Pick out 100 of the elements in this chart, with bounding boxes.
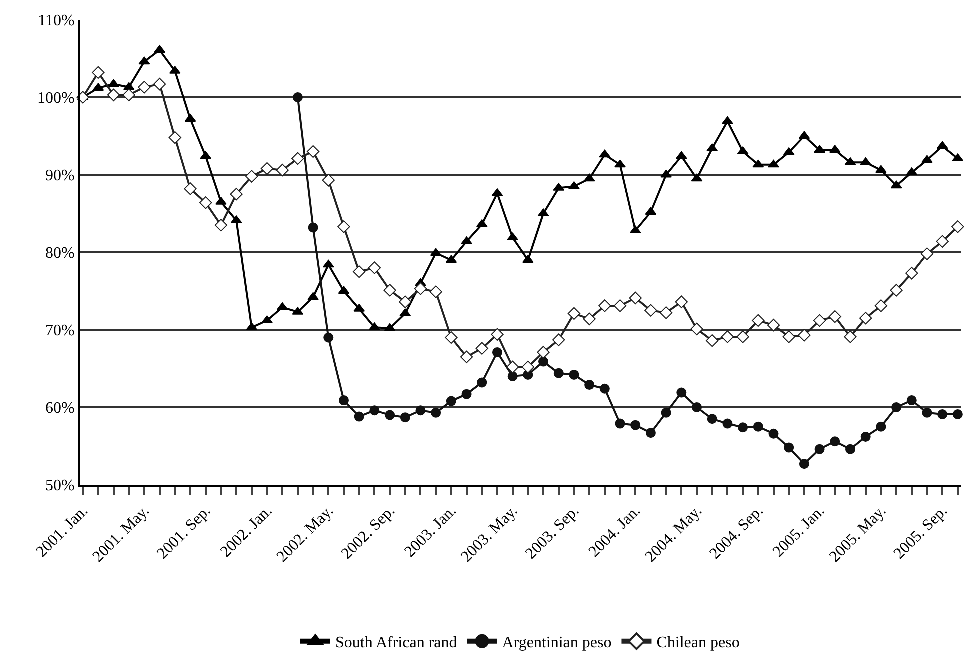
point (554, 368, 564, 378)
point (552, 334, 566, 346)
point (599, 150, 611, 158)
point (692, 402, 702, 412)
point (508, 372, 518, 382)
point (644, 304, 658, 317)
point (876, 422, 886, 432)
y-tick-label: 100% (37, 90, 75, 108)
point (600, 384, 610, 394)
point (892, 402, 902, 412)
x-tick-label: 2001. Jan. (33, 502, 92, 561)
point (706, 334, 719, 348)
point (938, 409, 948, 420)
point (675, 296, 688, 308)
point (691, 174, 703, 182)
point (338, 396, 349, 406)
point (875, 165, 887, 174)
point (214, 219, 228, 232)
point (890, 180, 902, 189)
point (598, 300, 612, 312)
point (584, 174, 596, 182)
point (860, 432, 871, 442)
point (76, 91, 90, 104)
point (184, 182, 197, 196)
point (844, 330, 857, 344)
point (721, 330, 734, 344)
point (385, 410, 396, 420)
point (476, 342, 488, 355)
point (445, 331, 458, 344)
point (738, 422, 748, 433)
point (414, 282, 428, 296)
y-tick-label: 90% (45, 168, 75, 185)
point (153, 78, 166, 91)
point (583, 312, 596, 326)
point (108, 79, 120, 88)
point (784, 442, 794, 453)
point (399, 296, 412, 308)
point (246, 170, 258, 183)
point (122, 88, 136, 102)
point (614, 160, 626, 168)
point (462, 389, 472, 400)
y-tick-label: 60% (45, 400, 75, 418)
point (507, 232, 519, 241)
point (430, 286, 442, 298)
point (646, 428, 656, 438)
point (660, 306, 673, 320)
point (906, 396, 917, 406)
point (138, 56, 150, 65)
point (782, 330, 796, 344)
point (661, 408, 672, 418)
point (630, 226, 642, 234)
point (200, 196, 212, 210)
point (920, 248, 934, 260)
point (370, 406, 380, 416)
point (292, 152, 304, 166)
point (522, 360, 535, 374)
point (707, 414, 718, 424)
point (936, 235, 949, 248)
point (798, 329, 811, 342)
point (477, 378, 488, 388)
point (768, 428, 779, 439)
y-tick-label: 70% (45, 322, 75, 340)
point (615, 418, 626, 429)
point (813, 314, 826, 328)
point (845, 444, 856, 454)
point (814, 444, 825, 454)
legend-label: South African rand (336, 634, 458, 652)
point (92, 66, 105, 80)
point (538, 356, 549, 367)
point (384, 284, 396, 297)
point (354, 412, 364, 422)
point (322, 260, 334, 268)
point (352, 266, 366, 278)
point (799, 459, 810, 470)
point (830, 436, 840, 447)
point (324, 332, 334, 343)
point (936, 141, 948, 150)
point (568, 307, 581, 320)
point (569, 370, 580, 380)
point (630, 420, 641, 430)
point (922, 155, 933, 164)
point (690, 322, 704, 336)
point (753, 422, 764, 432)
point (676, 151, 688, 160)
point (828, 310, 842, 324)
point (768, 160, 780, 168)
point (752, 160, 764, 168)
point (629, 292, 642, 305)
point (168, 131, 182, 144)
point (922, 408, 932, 418)
point (416, 406, 426, 416)
point (676, 388, 687, 398)
point (460, 350, 474, 364)
legend-label: Chilean peso (656, 634, 740, 652)
point (537, 346, 550, 359)
point (276, 164, 289, 177)
point (200, 151, 212, 160)
point (491, 328, 504, 341)
point (767, 319, 780, 332)
point (492, 347, 502, 358)
